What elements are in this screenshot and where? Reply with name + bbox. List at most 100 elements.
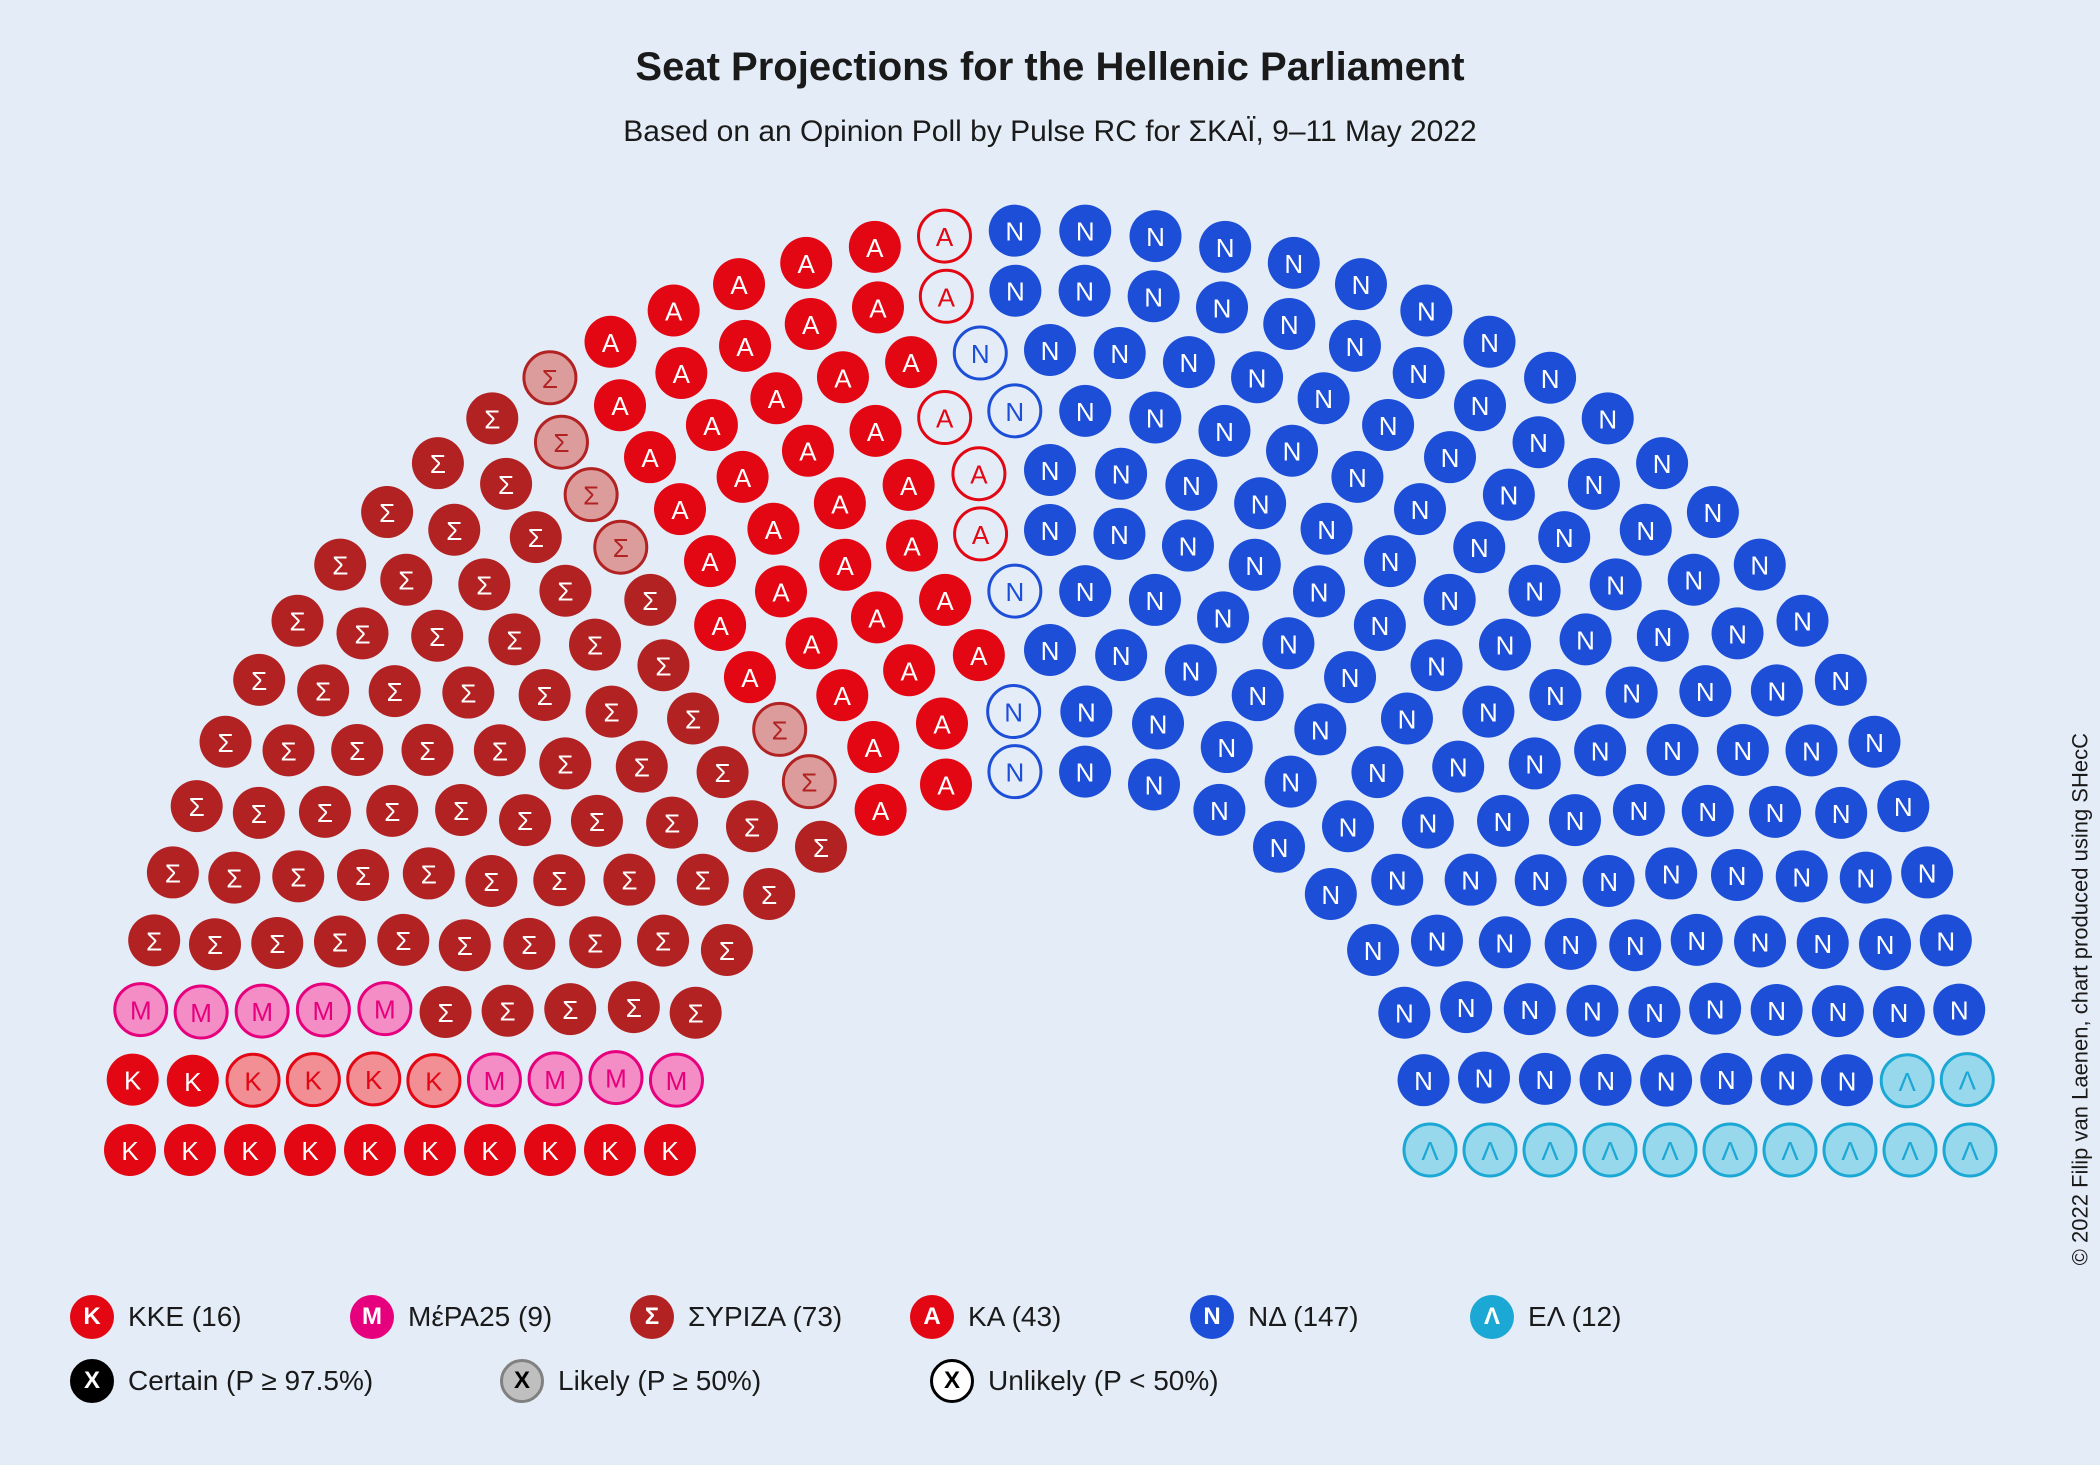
seat: Σ (743, 868, 795, 920)
svg-text:Κ: Κ (121, 1136, 139, 1166)
seat: Α (584, 316, 636, 368)
seat: Σ (783, 756, 835, 808)
svg-text:Ν: Ν (1698, 797, 1717, 827)
seat: Κ (524, 1124, 576, 1176)
svg-text:Σ: Σ (801, 768, 817, 798)
seat: Σ (795, 821, 847, 873)
seat: Ν (1024, 504, 1076, 556)
seat: Ν (1859, 918, 1911, 970)
svg-text:Ν: Ν (1591, 736, 1610, 766)
seat: Σ (519, 669, 571, 721)
legend-item-nd: ΝΝΔ (147) (1190, 1295, 1420, 1339)
svg-text:Ν: Ν (1146, 404, 1165, 434)
svg-text:Ν: Ν (1728, 619, 1747, 649)
svg-text:Ν: Ν (1828, 997, 1847, 1027)
svg-text:Λ: Λ (1721, 1136, 1739, 1166)
seat: Ν (1424, 431, 1476, 483)
chart-credit: © 2022 Filip van Laenen, chart produced … (2067, 733, 2093, 1265)
seat: Σ (754, 703, 806, 755)
svg-text:Σ: Σ (251, 666, 267, 696)
svg-text:Ν: Ν (1792, 862, 1811, 892)
svg-text:Ν: Ν (1717, 1065, 1736, 1095)
seat: Ν (1024, 324, 1076, 376)
svg-text:Α: Α (865, 733, 883, 763)
svg-text:Ν: Ν (1076, 217, 1095, 247)
svg-text:Ν: Ν (1566, 806, 1585, 836)
svg-text:Ν: Ν (1076, 397, 1095, 427)
seat: Λ (1404, 1124, 1456, 1176)
svg-text:Σ: Σ (642, 586, 658, 616)
seat: Ν (1640, 1055, 1692, 1107)
svg-text:Σ: Σ (332, 928, 348, 958)
seat: Α (850, 405, 902, 457)
svg-text:Ν: Ν (1441, 443, 1460, 473)
svg-text:Κ: Κ (184, 1067, 202, 1097)
seat: Ν (1293, 565, 1345, 617)
svg-text:Ν: Ν (1283, 437, 1302, 467)
seat: Σ (465, 855, 517, 907)
svg-text:Ν: Ν (1411, 495, 1430, 525)
svg-text:Ν: Ν (1348, 463, 1367, 493)
seat: Κ (408, 1055, 460, 1107)
seat: Α (817, 351, 869, 403)
seat: Ν (1712, 607, 1764, 659)
seat: Α (916, 697, 968, 749)
seat: Σ (565, 469, 617, 521)
svg-text:Α: Α (903, 532, 921, 562)
svg-text:Ν: Ν (1832, 799, 1851, 829)
svg-text:Σ: Σ (290, 862, 306, 892)
legend-swatch: Λ (1470, 1295, 1514, 1339)
seat: Ν (1679, 665, 1731, 717)
seat: Ν (1262, 617, 1314, 669)
svg-text:Ν: Ν (1475, 1064, 1494, 1094)
seat: Α (654, 483, 706, 535)
seat: Ν (1354, 599, 1406, 651)
svg-text:Λ: Λ (1781, 1136, 1799, 1166)
svg-text:Α: Α (802, 310, 820, 340)
svg-text:Σ: Σ (772, 715, 788, 745)
seat: Ν (1059, 746, 1111, 798)
svg-text:Λ: Λ (1601, 1136, 1619, 1166)
svg-text:Ν: Ν (1596, 1066, 1615, 1096)
svg-text:Α: Α (611, 391, 629, 421)
seat: Α (851, 591, 903, 643)
seat: Ν (1901, 846, 1953, 898)
svg-text:Ν: Ν (1341, 663, 1360, 693)
seat: Ν (1201, 721, 1253, 773)
seat: Σ (697, 746, 749, 798)
seat: Σ (336, 607, 388, 659)
seat: Σ (314, 916, 366, 968)
seat: Ν (1668, 554, 1720, 606)
svg-text:Ν: Ν (1321, 880, 1340, 910)
seat: Ν (1689, 983, 1741, 1035)
svg-text:Κ: Κ (305, 1066, 323, 1096)
svg-text:Ν: Ν (1653, 449, 1672, 479)
svg-text:Ν: Ν (1541, 364, 1560, 394)
svg-text:Σ: Σ (498, 470, 514, 500)
seat: Σ (637, 915, 689, 967)
seat: Ν (1351, 746, 1403, 798)
svg-text:Α: Α (673, 359, 691, 389)
svg-text:Ν: Ν (1076, 577, 1095, 607)
svg-text:Λ: Λ (1661, 1136, 1679, 1166)
svg-text:Σ: Σ (457, 931, 473, 961)
seat: Σ (272, 850, 324, 902)
seat: Ν (1165, 644, 1217, 696)
svg-text:Α: Α (730, 270, 748, 300)
seat: Ν (1590, 558, 1642, 610)
svg-text:Α: Α (970, 460, 988, 490)
seat: Α (855, 784, 907, 836)
svg-text:Ν: Ν (1368, 758, 1387, 788)
svg-text:Α: Α (933, 709, 951, 739)
seat: Ν (1454, 379, 1506, 431)
seat: Α (713, 258, 765, 310)
seat: Σ (608, 981, 660, 1033)
seat: Ν (1253, 821, 1305, 873)
seat: Α (819, 539, 871, 591)
svg-text:Ν: Ν (1381, 547, 1400, 577)
seat: Σ (442, 667, 494, 719)
svg-text:Σ: Σ (626, 993, 642, 1023)
svg-text:Ν: Ν (1950, 996, 1969, 1026)
seat: Α (849, 221, 901, 273)
svg-text:Α: Α (970, 641, 988, 671)
